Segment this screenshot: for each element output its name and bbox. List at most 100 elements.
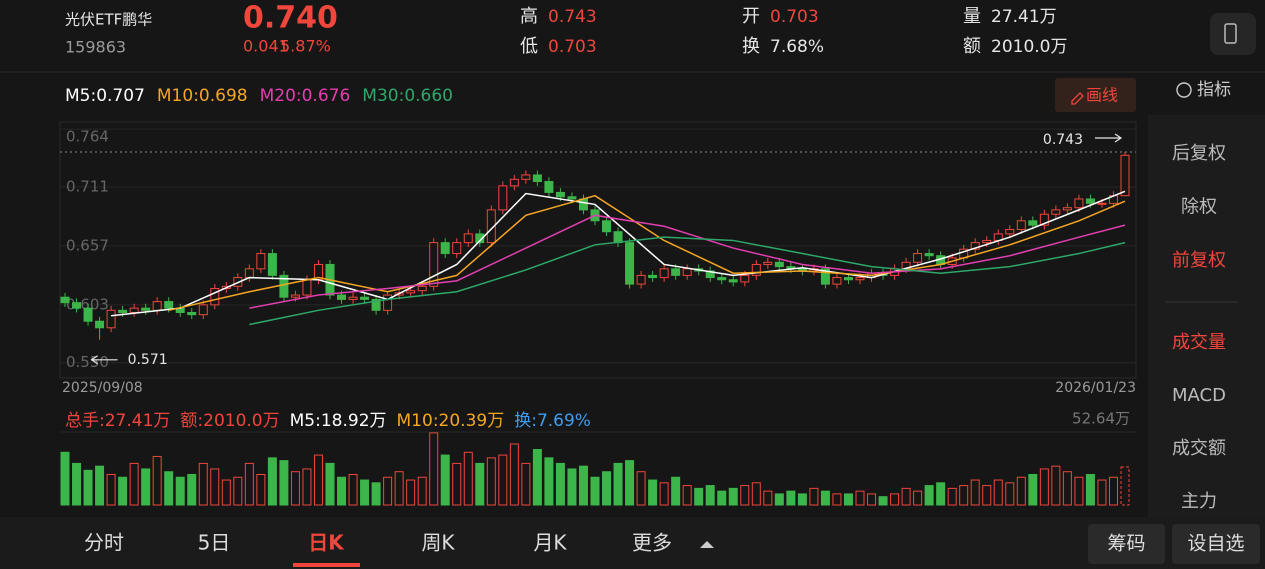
volume-bar: [383, 476, 393, 506]
candle-body: [417, 285, 427, 292]
ma-legend: M10:0.698: [157, 86, 248, 106]
volume-bar: [152, 455, 162, 506]
indicator-option[interactable]: MACD: [1172, 385, 1226, 406]
volume-bar: [509, 443, 519, 506]
volume-bar: [394, 471, 404, 506]
ma-line: [168, 194, 1126, 312]
volume-bar: [625, 460, 635, 506]
candle-body: [83, 307, 93, 322]
candle-body: [1005, 229, 1015, 235]
action-button[interactable]: [1088, 524, 1165, 564]
volume-bar: [290, 471, 300, 506]
volume-bar: [1016, 476, 1026, 506]
change-pct: 5.87%: [280, 37, 331, 56]
volume-bar: [890, 493, 900, 506]
ma-line: [249, 214, 1126, 309]
adjust-option[interactable]: 除权: [1181, 197, 1217, 218]
indicator-button[interactable]: 指标: [1197, 80, 1231, 100]
candle-body: [337, 294, 347, 300]
candle-body: [578, 198, 588, 211]
volume-bar: [867, 493, 877, 506]
price: 0.740: [243, 1, 338, 36]
min-label: 0.571: [128, 352, 168, 368]
y-tick-label: 0.657: [66, 236, 109, 254]
volume-legend: 换:7.69%: [514, 411, 591, 431]
candle-body: [751, 263, 761, 276]
indicator-option[interactable]: 主力: [1181, 491, 1217, 512]
period-tab[interactable]: 分时: [84, 531, 124, 555]
period-tab[interactable]: 月K: [533, 531, 567, 555]
candle-body: [567, 196, 577, 200]
gauge-icon: [1176, 82, 1192, 98]
period-tab[interactable]: 周K: [421, 531, 455, 555]
volume-legend: 总手:27.41万: [65, 411, 170, 431]
candle-body: [855, 277, 865, 281]
volume-legend: 额:2010.0万: [180, 411, 279, 431]
candle-body: [1097, 202, 1107, 205]
volume-bar: [325, 462, 335, 506]
period-tab[interactable]: 更多: [632, 531, 672, 555]
candle-body: [383, 294, 393, 311]
volume-bar: [751, 482, 761, 506]
candle-body: [832, 277, 842, 285]
indicator-option[interactable]: 成交量: [1172, 332, 1226, 353]
volume-bar: [198, 462, 208, 506]
period-tab[interactable]: 5日: [198, 531, 231, 555]
candle-body: [763, 261, 773, 265]
candle-body: [555, 191, 565, 198]
stat-label: 额: [963, 36, 981, 57]
volume-bar: [532, 449, 542, 506]
volume-bar: [60, 451, 70, 506]
action-button[interactable]: [1172, 524, 1260, 564]
device-button[interactable]: [1210, 13, 1256, 55]
candle-body: [1074, 198, 1084, 209]
volume-bar: [371, 482, 381, 506]
candle-body: [244, 268, 254, 279]
adjust-option[interactable]: 后复权: [1172, 143, 1226, 164]
volume-bar: [313, 454, 323, 506]
volume-bar: [118, 476, 128, 506]
candle-body: [717, 277, 727, 281]
volume-bar: [498, 454, 508, 506]
volume-bar: [440, 454, 450, 506]
x-end-label: 2026/01/23: [1055, 380, 1136, 396]
more-arrow: [700, 541, 714, 548]
stat-label: 换: [742, 36, 760, 57]
period-tab[interactable]: 日K: [308, 531, 345, 555]
volume-bar: [947, 487, 957, 506]
volume-bar: [901, 487, 911, 506]
active-tab-underline: [293, 563, 360, 567]
candle-body: [1016, 220, 1026, 231]
change: 0.041: [243, 37, 289, 56]
action-button-label[interactable]: 设自选: [1187, 533, 1244, 555]
candle-body: [475, 233, 485, 244]
volume-bar: [486, 457, 496, 506]
volume-bar: [774, 493, 784, 506]
volume-bar: [820, 490, 830, 506]
draw-button-label[interactable]: 画线: [1086, 86, 1118, 105]
volume-bar: [233, 476, 243, 506]
adjust-option[interactable]: 前复权: [1172, 250, 1226, 271]
stat-label: 高: [520, 6, 538, 27]
volume-bar: [913, 490, 923, 506]
volume-bar: [936, 482, 946, 506]
candle-body: [740, 274, 750, 283]
candle-body: [95, 320, 105, 329]
volume-bar: [728, 487, 738, 506]
candle-body: [106, 309, 116, 329]
candle-body: [1062, 207, 1072, 211]
candle-body: [210, 287, 220, 306]
candle-body: [371, 298, 381, 311]
stat-value: 0.703: [548, 37, 597, 57]
indicator-option[interactable]: 成交额: [1172, 438, 1226, 459]
action-button-label[interactable]: 筹码: [1107, 533, 1145, 555]
candle-body: [509, 178, 519, 187]
volume-bar: [1062, 471, 1072, 506]
candle-body: [164, 301, 174, 309]
candle-body: [141, 307, 151, 311]
volume-bar: [659, 482, 669, 506]
volume-bar: [763, 490, 773, 506]
volume-bar: [1085, 473, 1095, 506]
candle-body: [72, 302, 82, 309]
stat-label: 低: [520, 36, 538, 57]
